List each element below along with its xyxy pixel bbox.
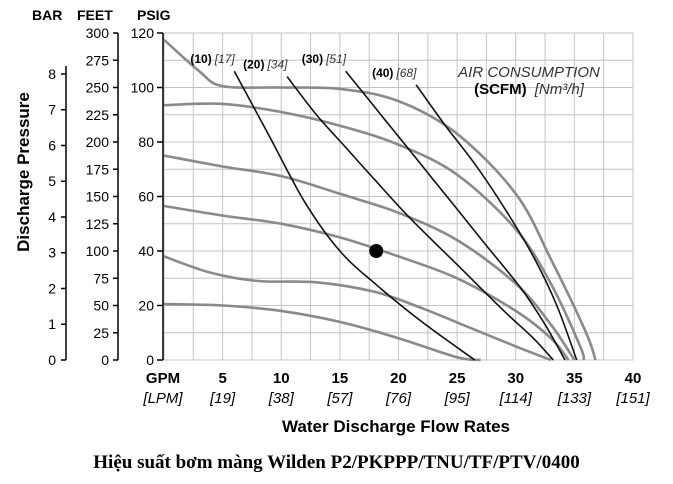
feet-tick-label: 250 — [86, 80, 110, 96]
x-tick-label-lpm: [19] — [209, 390, 236, 407]
bar-tick-label: 6 — [48, 137, 56, 153]
psig-tick-label: 120 — [131, 25, 155, 41]
bar-tick-label: 0 — [48, 352, 56, 368]
x-tick-label-gpm: 5 — [218, 370, 226, 387]
psig-tick-label: 80 — [138, 134, 154, 150]
x-tick-label-lpm: [133] — [557, 390, 592, 407]
bar-tick-label: 5 — [48, 173, 56, 189]
feet-tick-label: 300 — [86, 25, 110, 41]
air-consumption-curve — [415, 84, 578, 361]
figure-caption: Hiệu suất bơm màng Wilden P2/PKPPP/TNU/T… — [93, 452, 580, 473]
x-tick-label-gpm: 20 — [390, 370, 407, 387]
air-curve-label-scfm: (30) — [302, 52, 323, 66]
legend-title-line1: AIR CONSUMPTION — [457, 64, 600, 81]
psig-axis-header: PSIG — [137, 7, 171, 23]
air-curve-label-nm3h: [34] — [266, 58, 288, 72]
bar-tick-label: 2 — [48, 280, 56, 296]
tick-labels: 0204060801001200255075100125150175200225… — [48, 25, 650, 407]
plot-frame — [163, 32, 634, 361]
air-curve-label: (10) [17] — [190, 52, 235, 66]
feet-tick-label: 25 — [93, 325, 109, 341]
pressure-curve — [163, 38, 597, 361]
air-curve-label-scfm: (10) — [190, 52, 211, 66]
feet-tick-label: 0 — [101, 352, 109, 368]
legend-nm3h: [Nm³/h] — [534, 81, 585, 98]
air-consumption-curve — [233, 70, 476, 361]
feet-tick-label: 175 — [86, 161, 110, 177]
pressure-curve — [163, 204, 570, 361]
pressure-curve — [163, 255, 552, 362]
x-unit-lpm: [LPM] — [142, 390, 183, 407]
air-curve-label-nm3h: [68] — [395, 66, 417, 80]
air-curve-label: (40) [68] — [372, 66, 417, 80]
x-tick-label-lpm: [57] — [326, 390, 353, 407]
air-curve-label-scfm: (40) — [372, 66, 393, 80]
operating-point-marker — [369, 244, 384, 258]
feet-tick-label: 50 — [93, 298, 109, 314]
feet-tick-label: 225 — [86, 107, 110, 123]
pressure-curve — [163, 154, 576, 361]
x-unit-gpm: GPM — [146, 370, 180, 387]
axes — [61, 32, 164, 361]
psig-tick-label: 20 — [138, 298, 154, 314]
bar-tick-label: 7 — [48, 102, 56, 118]
x-tick-label-lpm: [76] — [385, 390, 412, 407]
feet-tick-label: 100 — [86, 243, 110, 259]
x-tick-label-gpm: 25 — [449, 370, 466, 387]
psig-tick-label: 100 — [131, 80, 155, 96]
air-consumption-curves — [233, 70, 578, 361]
air-curve-label-nm3h: [17] — [214, 52, 236, 66]
psig-tick-label: 60 — [138, 189, 154, 205]
x-tick-label-lpm: [38] — [268, 390, 295, 407]
feet-tick-label: 200 — [86, 134, 110, 150]
bar-tick-label: 3 — [48, 245, 56, 261]
x-axis-label: Water Discharge Flow Rates — [282, 417, 510, 436]
feet-tick-label: 125 — [86, 216, 110, 232]
air-consumption-curve — [345, 70, 566, 361]
x-tick-label-lpm: [151] — [615, 390, 650, 407]
y-axis-label: Discharge Pressure — [14, 92, 33, 252]
psig-tick-label: 0 — [146, 352, 154, 368]
x-tick-label-gpm: 30 — [507, 370, 524, 387]
feet-tick-label: 150 — [86, 189, 110, 205]
pressure-curves — [163, 38, 597, 362]
x-tick-label-lpm: [95] — [444, 390, 471, 407]
pressure-curve — [163, 102, 586, 361]
air-curve-label-nm3h: [51] — [325, 52, 347, 66]
air-curve-label: (20) [34] — [243, 58, 288, 72]
feet-tick-label: 275 — [86, 52, 110, 68]
feet-axis-header: FEET — [77, 7, 113, 23]
bar-axis-header: BAR — [32, 7, 62, 23]
x-tick-label-gpm: 15 — [332, 370, 349, 387]
legend-title-line2: (SCFM) [Nm³/h] — [474, 81, 585, 98]
bar-tick-label: 8 — [48, 66, 56, 82]
bar-tick-label: 4 — [48, 209, 56, 225]
air-curve-label-scfm: (20) — [243, 58, 264, 72]
feet-tick-label: 75 — [93, 270, 109, 286]
x-tick-label-gpm: 10 — [273, 370, 290, 387]
bar-tick-label: 1 — [48, 316, 56, 332]
x-tick-label-gpm: 35 — [566, 370, 583, 387]
legend-scfm: (SCFM) — [474, 81, 527, 98]
air-consumption-curve — [286, 76, 554, 361]
air-curve-label: (30) [51] — [302, 52, 347, 66]
pressure-curve — [163, 302, 481, 362]
psig-tick-label: 40 — [138, 243, 154, 259]
x-tick-label-gpm: 40 — [625, 370, 642, 387]
curve-labels: (10) [17] (20) [34] (30) [51] (40) [68] — [190, 52, 417, 80]
x-tick-label-lpm: [114] — [499, 390, 533, 407]
